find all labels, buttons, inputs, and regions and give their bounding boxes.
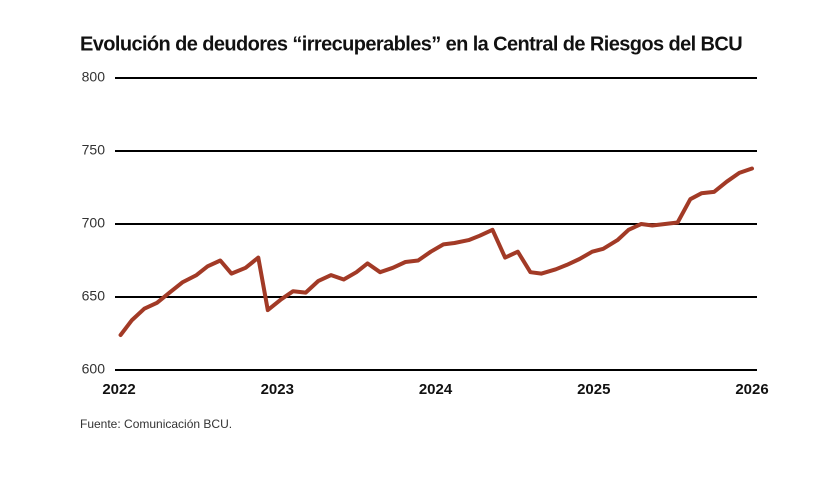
data-line bbox=[118, 166, 754, 337]
x-tick-label: 2026 bbox=[735, 381, 768, 398]
chart-title: Evolución de deudores “irrecuperables” e… bbox=[80, 33, 742, 55]
x-tick-label: 2022 bbox=[102, 381, 135, 398]
x-tick-label: 2025 bbox=[577, 381, 610, 398]
x-tick-label: 2024 bbox=[419, 381, 453, 398]
y-tick-label: 800 bbox=[82, 69, 106, 85]
y-tick-label: 750 bbox=[82, 142, 106, 158]
source-note: Fuente: Comunicación BCU. bbox=[80, 417, 232, 431]
y-tick-label: 700 bbox=[82, 215, 106, 231]
y-tick-label: 600 bbox=[82, 361, 106, 377]
x-tick-label: 2023 bbox=[261, 381, 294, 398]
y-tick-label: 650 bbox=[82, 288, 106, 304]
